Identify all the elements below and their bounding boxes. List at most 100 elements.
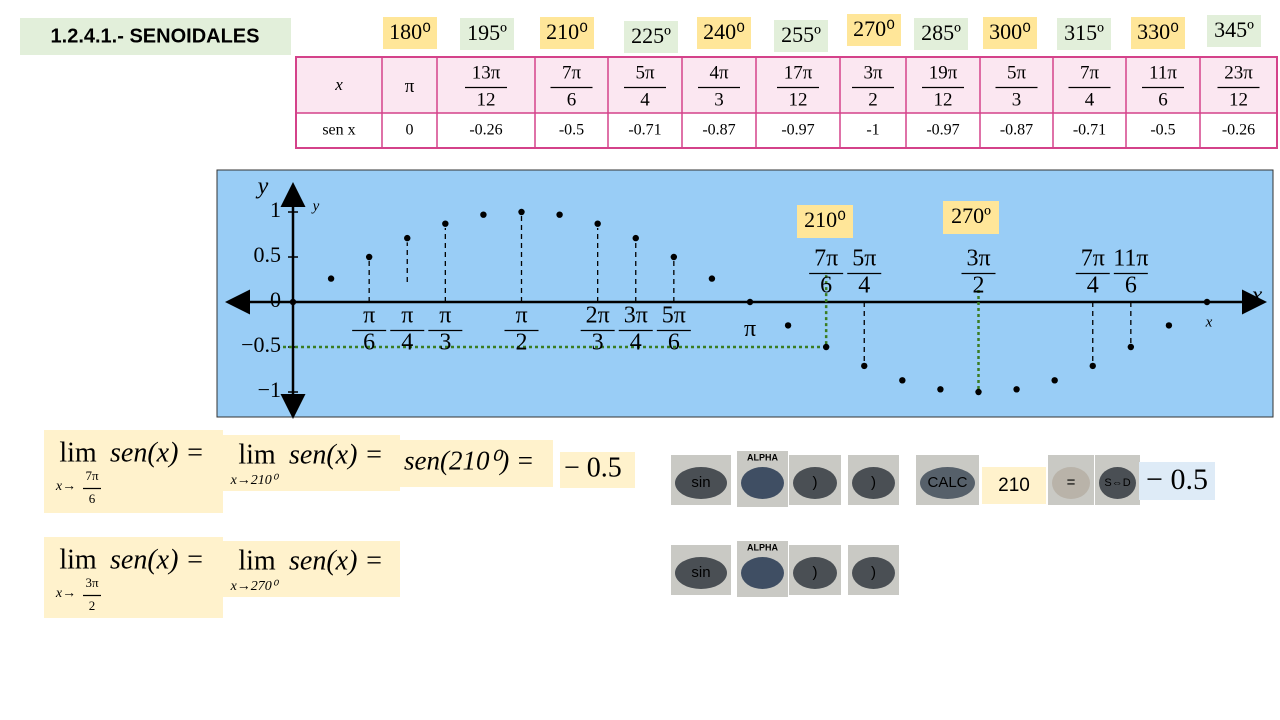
sine-point xyxy=(861,362,868,370)
formula-box xyxy=(400,440,553,487)
angle-label-num: 3π xyxy=(966,246,990,272)
degree-label: 285º xyxy=(921,20,961,45)
formula-sub: x→270⁰ xyxy=(230,579,280,594)
y-tick-label: 0.5 xyxy=(254,242,282,267)
angle-label-num: π xyxy=(439,303,451,329)
angle-label-den: 6 xyxy=(1125,273,1137,299)
calc-key-label: ) xyxy=(871,564,876,581)
degree-box xyxy=(540,17,594,49)
calc-key-label: = xyxy=(1067,474,1076,491)
formula-expr: sen(x) = xyxy=(110,437,204,468)
calc-key-label: S⇔D xyxy=(1104,477,1130,489)
table-x-num: 23π xyxy=(1224,62,1253,83)
sine-point xyxy=(518,208,525,216)
y-tick-label: 1 xyxy=(270,197,281,222)
y-tick-label: −0.5 xyxy=(241,332,281,357)
formula-sub-frac-den: 2 xyxy=(89,598,96,613)
angle-label-den: 2 xyxy=(516,330,528,356)
calc-input-box xyxy=(982,467,1046,504)
sine-point xyxy=(1051,377,1058,384)
table-row-header: x xyxy=(334,75,343,94)
table-x-num: 13π xyxy=(472,62,501,83)
angle-label-num: 7π xyxy=(814,246,838,272)
angle-label-den: 6 xyxy=(820,273,832,299)
angle-label-num: 5π xyxy=(662,303,686,329)
table-sen: -0.87 xyxy=(702,122,735,139)
formula-lim: lim xyxy=(238,439,276,470)
angle-label-den: 6 xyxy=(363,330,375,356)
degree-label: 195º xyxy=(467,20,507,45)
calc-key xyxy=(741,467,784,499)
sine-point xyxy=(632,234,639,242)
sine-point xyxy=(975,388,982,396)
sine-point xyxy=(442,220,449,227)
formula-box xyxy=(223,541,400,597)
formula-sub-frac-num: 3π xyxy=(85,575,99,590)
formula-expr: sen(x) = xyxy=(289,439,383,470)
degree-label: 255º xyxy=(781,22,821,47)
table-sen: -0.26 xyxy=(469,122,502,139)
degree-box xyxy=(983,17,1037,49)
table-x-den: 4 xyxy=(1085,89,1095,110)
sine-point xyxy=(937,386,944,393)
degree-label: 315º xyxy=(1064,20,1104,45)
table-sen: 0 xyxy=(406,122,414,139)
formula-expr: − 0.5 xyxy=(564,452,622,483)
calc-key xyxy=(793,557,837,589)
table-x-den: 6 xyxy=(567,89,577,110)
angle-label-den: 3 xyxy=(592,330,604,356)
degree-box xyxy=(914,18,968,50)
title-box xyxy=(20,18,291,55)
calc-result-box xyxy=(1139,462,1215,500)
sine-point xyxy=(899,377,906,384)
calc-key-label: ) xyxy=(813,564,818,581)
formula-lim: lim xyxy=(59,437,97,468)
angle-label-num: 7π xyxy=(1081,246,1105,272)
callout-box xyxy=(797,205,853,238)
degree-label: 330⁰ xyxy=(1137,19,1179,44)
calc-key xyxy=(852,467,895,499)
sine-point xyxy=(556,211,563,218)
angle-label: π xyxy=(744,316,756,342)
sine-point xyxy=(327,275,335,282)
sine-point xyxy=(289,298,297,306)
table-sen: -0.71 xyxy=(1073,122,1106,139)
sine-point xyxy=(746,298,754,306)
sine-point xyxy=(708,275,716,282)
table-x-den: 2 xyxy=(868,89,878,110)
formula-box xyxy=(44,430,223,513)
table-sen: -0.97 xyxy=(926,122,959,139)
formula-sub: x→210⁰ xyxy=(230,473,280,488)
degree-box xyxy=(460,18,514,50)
calc-input: 210 xyxy=(998,475,1030,496)
degree-label: 240⁰ xyxy=(703,19,745,44)
degree-box xyxy=(774,20,828,52)
table-row-header: sen x xyxy=(322,122,355,139)
angle-label-den: 3 xyxy=(439,330,451,356)
angle-label-den: 4 xyxy=(630,330,642,356)
calc-key xyxy=(675,467,727,499)
sine-point xyxy=(1013,386,1020,393)
formula-box xyxy=(560,452,635,488)
x-axis-label: x xyxy=(1251,283,1263,309)
table-x: π xyxy=(405,76,415,97)
table-x-num: 17π xyxy=(784,62,813,83)
sine-point xyxy=(1203,298,1211,306)
sine-point xyxy=(1089,362,1096,370)
formula-sub: x→ xyxy=(55,586,76,601)
calc-key-label: CALC xyxy=(927,474,967,491)
angle-label-num: 11π xyxy=(1113,246,1148,272)
table-x-num: 3π xyxy=(863,62,883,83)
y-tick-label: 0 xyxy=(270,287,281,312)
formula-expr: sen(x) = xyxy=(110,544,204,575)
formula-lim: lim xyxy=(238,545,276,576)
degree-label: 225º xyxy=(631,23,671,48)
degree-box xyxy=(847,14,901,46)
table-sen: -1 xyxy=(866,122,879,139)
sine-point xyxy=(594,220,601,227)
callout: 210⁰ xyxy=(804,207,846,232)
angle-label-num: π xyxy=(363,303,375,329)
calc-key xyxy=(675,557,727,589)
